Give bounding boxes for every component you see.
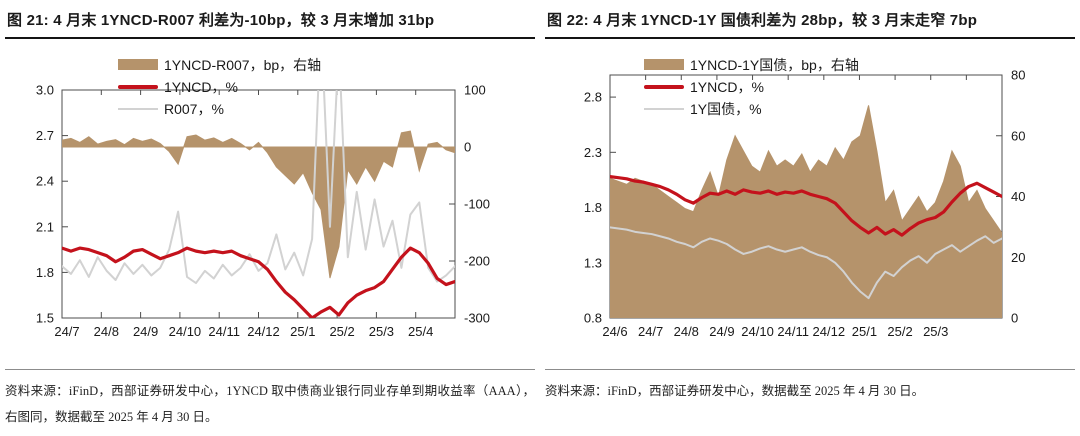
- spread-bar-swatch: [644, 59, 684, 70]
- right-axis-tick-label: 60: [1011, 128, 1025, 143]
- x-axis-tick-label: 24/11: [777, 324, 809, 339]
- right-axis-tick-label: 0: [464, 140, 471, 155]
- left-axis-tick-label: 1.8: [36, 265, 54, 280]
- figure-22-legend: 1YNCD-1Y国债，bp，右轴 1YNCD，% 1Y国债，%: [644, 56, 859, 117]
- legend-label-spread: 1YNCD-1Y国债，bp，右轴: [690, 56, 859, 73]
- plot-series: [62, 90, 455, 318]
- x-axis-tick-label: 24/7: [638, 324, 663, 339]
- x-axis-tick-label: 24/10: [741, 324, 774, 339]
- right-axis-tick-label: -100: [464, 197, 490, 212]
- series-line: [610, 226, 1002, 300]
- legend-label-ncd: 1YNCD，%: [164, 78, 238, 95]
- x-axis-tick-label: 24/10: [169, 324, 202, 339]
- plot-series: [610, 105, 1002, 318]
- x-axis-tick-label: 24/6: [602, 324, 627, 339]
- figure-22-panel: 图 22: 4 月末 1YNCD-1Y 国债利差为 28bp，较 3 月末走窄 …: [540, 0, 1080, 436]
- left-axis-tick-label: 2.8: [584, 90, 602, 105]
- x-axis-tick-label: 24/8: [674, 324, 699, 339]
- x-axis-tick-label: 25/1: [852, 324, 877, 339]
- left-axis-tick-label: 1.5: [36, 311, 54, 326]
- right-axis-tick-label: 0: [1011, 311, 1018, 326]
- left-axis-tick-label: 2.7: [36, 128, 54, 143]
- legend-item-ncd: 1YNCD，%: [118, 78, 321, 95]
- legend-item-ncd: 1YNCD，%: [644, 78, 859, 95]
- x-axis-tick-label: 24/9: [133, 324, 158, 339]
- right-axis-tick-label: -300: [464, 311, 490, 326]
- r007-line-swatch: [118, 107, 158, 110]
- legend-label-r007: R007，%: [164, 100, 224, 117]
- figure-21-title: 图 21: 4 月末 1YNCD-R007 利差为-10bp，较 3 月末增加 …: [5, 0, 535, 39]
- ncd-line-swatch: [118, 84, 158, 89]
- legend-item-spread: 1YNCD-R007，bp，右轴: [118, 56, 321, 73]
- gov1y-line-swatch: [644, 107, 684, 110]
- figure-22-chart: 2.8 2.3 1.8 1.3 0.8 80 60 40 20 0 24/6 24/7 24/8 24/9…: [584, 68, 1026, 340]
- legend-label-spread: 1YNCD-R007，bp，右轴: [164, 56, 322, 73]
- left-axis-tick-label: 2.4: [36, 174, 54, 189]
- spread-bar-swatch: [118, 59, 158, 70]
- right-axis-tick-label: 100: [464, 83, 486, 98]
- x-axis-tick-label: 24/12: [247, 324, 280, 339]
- right-axis-tick-label: 40: [1011, 189, 1025, 204]
- series-line: [62, 90, 455, 285]
- x-axis-tick-label: 24/9: [709, 324, 734, 339]
- left-axis-tick-label: 3.0: [36, 83, 54, 98]
- legend-label-ncd: 1YNCD，%: [690, 78, 764, 95]
- x-axis-tick-label: 25/1: [290, 324, 315, 339]
- ncd-line-swatch: [644, 84, 684, 89]
- left-axis-tick-label: 1.8: [584, 200, 602, 215]
- x-axis-tick-label: 25/4: [408, 324, 433, 339]
- left-axis-tick-label: 2.1: [36, 219, 54, 234]
- spread-area: [62, 130, 455, 279]
- x-axis-tick-label: 25/3: [923, 324, 948, 339]
- legend-item-spread: 1YNCD-1Y国债，bp，右轴: [644, 56, 859, 73]
- figure-22-source-note: 资料来源：iFinD，西部证券研发中心，数据截至 2025 年 4 月 30 日…: [545, 369, 1075, 404]
- left-axis-tick-label: 2.3: [584, 145, 602, 160]
- x-axis-tick-label: 25/3: [369, 324, 394, 339]
- x-axis-tick-label: 24/7: [54, 324, 79, 339]
- x-axis-tick-label: 24/8: [94, 324, 119, 339]
- plot-frame: [61, 89, 456, 319]
- x-axis-tick-label: 25/2: [329, 324, 354, 339]
- figure-21-chart: 3.0 2.7 2.4 2.1 1.8 1.5 100 0 -100 -200 -300 24/7 24…: [36, 83, 490, 340]
- right-axis-tick-label: -200: [464, 254, 490, 269]
- right-axis-tick-label: 20: [1011, 250, 1025, 265]
- right-axis-tick-label: 80: [1011, 68, 1025, 83]
- series-line: [62, 246, 455, 318]
- legend-label-gov1y: 1Y国债，%: [690, 100, 762, 117]
- figure-22-title: 图 22: 4 月末 1YNCD-1Y 国债利差为 28bp，较 3 月末走窄 …: [545, 0, 1075, 39]
- legend-item-r007: R007，%: [118, 100, 321, 117]
- figure-21-legend: 1YNCD-R007，bp，右轴 1YNCD，% R007，%: [118, 56, 321, 117]
- series-line: [610, 175, 1002, 237]
- x-axis-tick-label: 25/2: [887, 324, 912, 339]
- figure-21-panel: 图 21: 4 月末 1YNCD-R007 利差为-10bp，较 3 月末增加 …: [5, 0, 535, 431]
- left-axis-tick-label: 0.8: [584, 311, 602, 326]
- x-axis-tick-label: 24/12: [813, 324, 846, 339]
- x-axis-tick-label: 24/11: [208, 324, 240, 339]
- left-axis-tick-label: 1.3: [584, 255, 602, 270]
- figure-21-source-note: 资料来源：iFinD，西部证券研发中心，1YNCD 取中债商业银行同业存单到期收…: [5, 369, 535, 431]
- legend-item-gov1y: 1Y国债，%: [644, 100, 859, 117]
